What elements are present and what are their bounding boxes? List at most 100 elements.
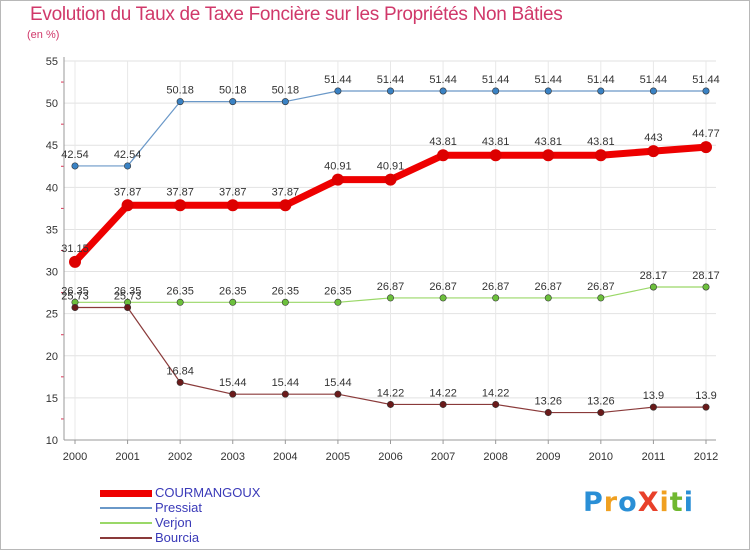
y-tick-label: 35 (46, 224, 58, 236)
logo-letter: X (637, 487, 660, 518)
data-label-bourcia: 15.44 (272, 377, 300, 389)
legend-label: Bourcia (155, 530, 200, 545)
data-label-bourcia: 13.9 (643, 390, 664, 402)
data-label-courmangoux: 37.87 (272, 186, 300, 198)
data-point-pressiat (544, 87, 552, 95)
data-label-pressiat: 51.44 (482, 74, 510, 86)
data-label-pressiat: 50.18 (272, 85, 300, 97)
data-point-pressiat (649, 87, 657, 95)
data-point-bourcia (124, 304, 132, 312)
x-tick-label: 2007 (431, 451, 455, 463)
data-label-verjon: 26.35 (219, 285, 247, 297)
x-tick-label: 2003 (221, 451, 245, 463)
data-label-bourcia: 16.84 (166, 365, 194, 377)
data-label-courmangoux: 37.87 (166, 186, 194, 198)
data-label-verjon: 26.87 (377, 281, 405, 293)
data-point-bourcia (281, 390, 289, 398)
data-point-courmangoux (69, 255, 81, 268)
data-label-pressiat: 42.54 (61, 149, 89, 161)
data-label-pressiat: 50.18 (166, 85, 194, 97)
legend-item-verjon: Verjon (100, 515, 340, 530)
data-point-bourcia (176, 378, 184, 386)
x-tick-label: 2006 (378, 451, 402, 463)
x-tick-label: 2008 (483, 451, 507, 463)
y-tick-label: 10 (46, 435, 58, 447)
data-point-verjon (386, 294, 394, 302)
logo-letter: o (618, 487, 638, 518)
x-tick-label: 2012 (694, 451, 718, 463)
legend-item-bourcia: Bourcia (100, 530, 340, 545)
x-tick-label: 2011 (642, 451, 666, 463)
data-label-verjon: 26.35 (61, 285, 89, 297)
data-label-bourcia: 15.44 (324, 377, 352, 389)
data-point-courmangoux (331, 173, 344, 186)
legend-swatch (100, 489, 152, 497)
line-chart: 10 15 20 25 30 35 40 45 50 55 2000 2001 2002 2003 2004… (46, 56, 720, 463)
legend-item-courmangoux: COURMANGOUX (100, 485, 340, 500)
data-point-courmangoux (121, 199, 134, 212)
data-point-bourcia (597, 409, 605, 417)
logo-letter: t (669, 487, 684, 518)
data-point-courmangoux (542, 149, 555, 162)
legend-label: Verjon (155, 515, 192, 530)
chart-title: Evolution du Taux de Taxe Foncière sur l… (30, 4, 563, 25)
data-point-verjon (544, 294, 552, 302)
data-point-bourcia (334, 390, 342, 398)
data-label-courmangoux: 43.81 (534, 136, 562, 148)
data-point-pressiat (597, 87, 605, 95)
data-point-bourcia (439, 400, 447, 408)
data-point-pressiat (492, 87, 500, 95)
y-tick-label: 50 (46, 98, 58, 110)
x-tick-label: 2001 (115, 451, 139, 463)
data-point-verjon (649, 283, 657, 291)
data-label-verjon: 26.87 (429, 281, 457, 293)
data-point-bourcia (229, 390, 237, 398)
data-label-courmangoux: 37.87 (219, 186, 247, 198)
data-point-courmangoux (174, 199, 187, 212)
logo-letter: i (659, 487, 670, 518)
data-label-verjon: 26.35 (324, 285, 352, 297)
data-point-courmangoux (226, 199, 239, 212)
data-label-verjon: 26.87 (534, 281, 562, 293)
data-label-bourcia: 14.22 (482, 387, 510, 399)
data-point-bourcia (544, 409, 552, 417)
data-point-verjon (492, 294, 500, 302)
data-label-courmangoux: 44.77 (692, 128, 720, 140)
data-point-pressiat (229, 98, 237, 106)
data-point-pressiat (176, 98, 184, 106)
data-point-verjon (176, 298, 184, 306)
data-label-pressiat: 51.44 (429, 74, 457, 86)
axes: 10 15 20 25 30 35 40 45 50 55 2000 2001 2002 2003 2004… (46, 56, 718, 463)
data-point-verjon (334, 298, 342, 306)
data-label-courmangoux: 43.81 (587, 136, 615, 148)
data-label-pressiat: 51.44 (640, 74, 668, 86)
data-label-pressiat: 51.44 (377, 74, 405, 86)
legend-label: Pressiat (155, 500, 202, 515)
series (69, 87, 712, 417)
x-tick-label: 2004 (273, 451, 297, 463)
data-label-pressiat: 51.44 (692, 74, 720, 86)
data-label-courmangoux: 40.91 (377, 161, 405, 173)
x-tick-label: 2010 (589, 451, 613, 463)
legend: COURMANGOUX Pressiat Verjon Bourcia (100, 485, 340, 545)
data-point-verjon (597, 294, 605, 302)
data-label-bourcia: 15.44 (219, 377, 247, 389)
data-point-courmangoux (594, 149, 607, 162)
data-label-pressiat: 42.54 (114, 149, 142, 161)
x-tick-label: 2002 (168, 451, 192, 463)
legend-swatch (100, 507, 152, 509)
data-point-verjon (439, 294, 447, 302)
data-point-pressiat (281, 98, 289, 106)
data-label-bourcia: 13.9 (695, 390, 716, 402)
data-label-courmangoux: 43.81 (429, 136, 457, 148)
data-point-pressiat (124, 162, 132, 170)
legend-swatch (100, 537, 152, 539)
data-point-bourcia (71, 304, 79, 312)
data-point-bourcia (649, 403, 657, 411)
y-tick-label: 55 (46, 56, 58, 68)
grid (64, 60, 716, 441)
data-point-verjon (702, 283, 710, 291)
data-point-pressiat (702, 87, 710, 95)
y-tick-label: 40 (46, 182, 58, 194)
